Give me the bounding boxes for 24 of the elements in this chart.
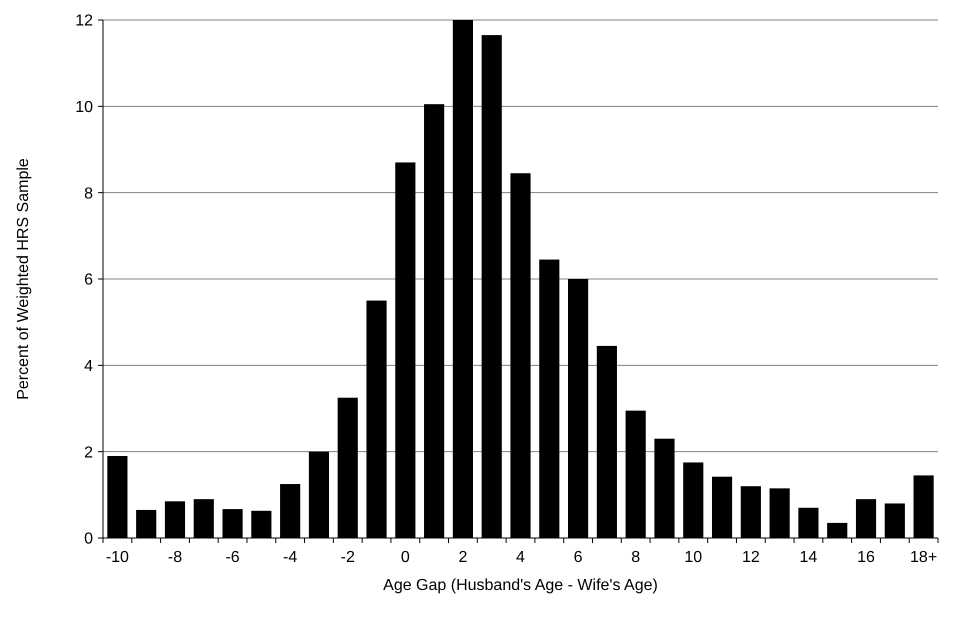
x-tick-label: 0 bbox=[400, 549, 410, 566]
x-tick-label: 14 bbox=[800, 549, 818, 566]
x-axis-title: Age Gap (Husband's Age - Wife's Age) bbox=[383, 577, 658, 594]
x-tick-label: 10 bbox=[684, 549, 702, 566]
x-tick-label: 18+ bbox=[910, 549, 938, 566]
x-tick-label: 12 bbox=[742, 549, 760, 566]
y-tick-label: 2 bbox=[84, 444, 94, 462]
x-tick-label: -2 bbox=[340, 549, 355, 566]
y-tick-label: 12 bbox=[75, 12, 94, 30]
x-tick-label: 16 bbox=[857, 549, 876, 566]
x-tick-label: -10 bbox=[106, 549, 130, 566]
x-tick-label: 8 bbox=[631, 549, 640, 566]
y-tick-label: 4 bbox=[84, 358, 94, 375]
x-tick-label: -8 bbox=[168, 549, 182, 566]
y-tick-label: 8 bbox=[84, 185, 94, 202]
y-tick-label: 6 bbox=[84, 272, 94, 289]
x-tick-label: 6 bbox=[574, 549, 583, 566]
y-tick-label: 10 bbox=[75, 98, 94, 116]
x-tick-label: 4 bbox=[516, 549, 526, 566]
x-tick-label: -6 bbox=[225, 549, 240, 566]
x-tick-label: -4 bbox=[283, 549, 298, 566]
y-tick-label: 0 bbox=[84, 530, 94, 548]
x-tick-label: 2 bbox=[458, 549, 468, 566]
y-axis-title: Percent of Weighted HRS Sample bbox=[15, 158, 32, 400]
